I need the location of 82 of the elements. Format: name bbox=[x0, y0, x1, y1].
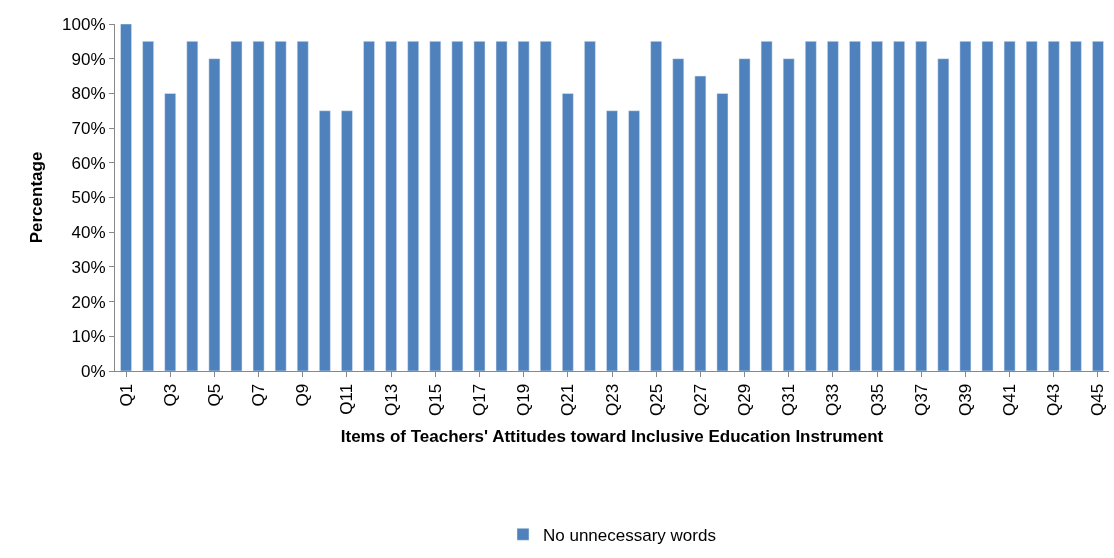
x-tick-label: Q19 bbox=[514, 383, 534, 416]
bar bbox=[650, 41, 662, 371]
bar bbox=[517, 41, 530, 371]
x-tick-label: Q3 bbox=[160, 383, 180, 407]
y-tick-label: 10% bbox=[71, 327, 106, 347]
x-tick-label: Q7 bbox=[249, 383, 269, 407]
x-tick-label: Q37 bbox=[911, 383, 931, 416]
y-tick-label: 60% bbox=[71, 153, 106, 173]
bar bbox=[407, 41, 419, 371]
x-tick-label: Q9 bbox=[293, 383, 313, 407]
bar bbox=[164, 93, 176, 371]
x-tick-label: Q31 bbox=[779, 383, 799, 416]
x-tick-label: Q39 bbox=[955, 383, 975, 416]
bar bbox=[1070, 41, 1082, 371]
bar bbox=[385, 41, 397, 371]
bar bbox=[1092, 41, 1104, 371]
bar bbox=[473, 41, 486, 371]
x-tick-label: Q33 bbox=[823, 383, 843, 416]
bar bbox=[208, 58, 221, 371]
x-tick-label: Q21 bbox=[558, 383, 578, 416]
bar bbox=[981, 41, 994, 371]
bar bbox=[893, 41, 905, 371]
bar bbox=[1048, 41, 1060, 371]
bar bbox=[252, 41, 265, 371]
x-tick-label: Q23 bbox=[602, 383, 622, 416]
bar bbox=[429, 41, 442, 371]
bar bbox=[495, 41, 508, 371]
x-tick-label: Q45 bbox=[1088, 383, 1108, 416]
bar bbox=[849, 41, 861, 371]
bar bbox=[738, 58, 751, 371]
bar bbox=[672, 58, 685, 371]
bar bbox=[606, 110, 618, 371]
bar bbox=[871, 41, 883, 371]
bar bbox=[760, 41, 773, 371]
bar bbox=[341, 110, 353, 371]
bar bbox=[142, 41, 154, 371]
x-tick-label: Q5 bbox=[204, 383, 224, 407]
bar bbox=[539, 41, 552, 371]
bar bbox=[120, 24, 132, 371]
x-tick-label: Q15 bbox=[425, 383, 445, 416]
bar bbox=[296, 41, 309, 371]
bar bbox=[562, 93, 574, 371]
x-tick-label: Q17 bbox=[469, 383, 489, 416]
bar bbox=[1025, 41, 1038, 371]
x-tick-label: Q29 bbox=[735, 383, 755, 416]
y-tick-label: 100% bbox=[62, 14, 106, 34]
bar bbox=[959, 41, 972, 371]
y-tick-label: 90% bbox=[71, 49, 106, 69]
bar bbox=[937, 58, 950, 371]
x-tick-label: Q1 bbox=[116, 383, 136, 407]
bar bbox=[584, 41, 596, 371]
x-tick-label: Q13 bbox=[381, 383, 401, 416]
y-tick-label: 20% bbox=[71, 292, 106, 312]
x-tick-label: Q43 bbox=[1044, 383, 1064, 416]
x-tick-label: Q41 bbox=[1000, 383, 1020, 416]
bar bbox=[319, 110, 331, 371]
y-tick-label: 50% bbox=[71, 188, 106, 208]
bar bbox=[363, 41, 375, 371]
bar bbox=[805, 41, 817, 371]
y-tick-label: 30% bbox=[71, 257, 106, 277]
bar bbox=[827, 41, 839, 371]
x-tick-label: Q35 bbox=[867, 383, 887, 416]
y-tick-label: 40% bbox=[71, 223, 106, 243]
bar bbox=[716, 93, 729, 371]
bar bbox=[1003, 41, 1016, 371]
bar bbox=[782, 58, 795, 371]
y-tick-label: 80% bbox=[71, 84, 106, 104]
legend-label: No unnecessary words bbox=[543, 525, 716, 545]
bar bbox=[915, 41, 928, 371]
bar bbox=[186, 41, 199, 371]
x-axis-title: Items of Teachers' Attitudes toward Inclusive Education Instrument bbox=[340, 427, 884, 447]
bar bbox=[451, 41, 464, 371]
bar bbox=[274, 41, 287, 371]
y-tick-label: 0% bbox=[81, 361, 106, 381]
y-tick-label: 70% bbox=[71, 119, 106, 139]
bar bbox=[694, 75, 707, 371]
bar bbox=[628, 110, 640, 371]
x-tick-label: Q25 bbox=[646, 383, 666, 416]
bar bbox=[230, 41, 243, 371]
x-tick-label: Q27 bbox=[690, 383, 710, 416]
x-tick-label: Q11 bbox=[337, 383, 357, 415]
y-axis-title: Percentage bbox=[26, 151, 46, 244]
